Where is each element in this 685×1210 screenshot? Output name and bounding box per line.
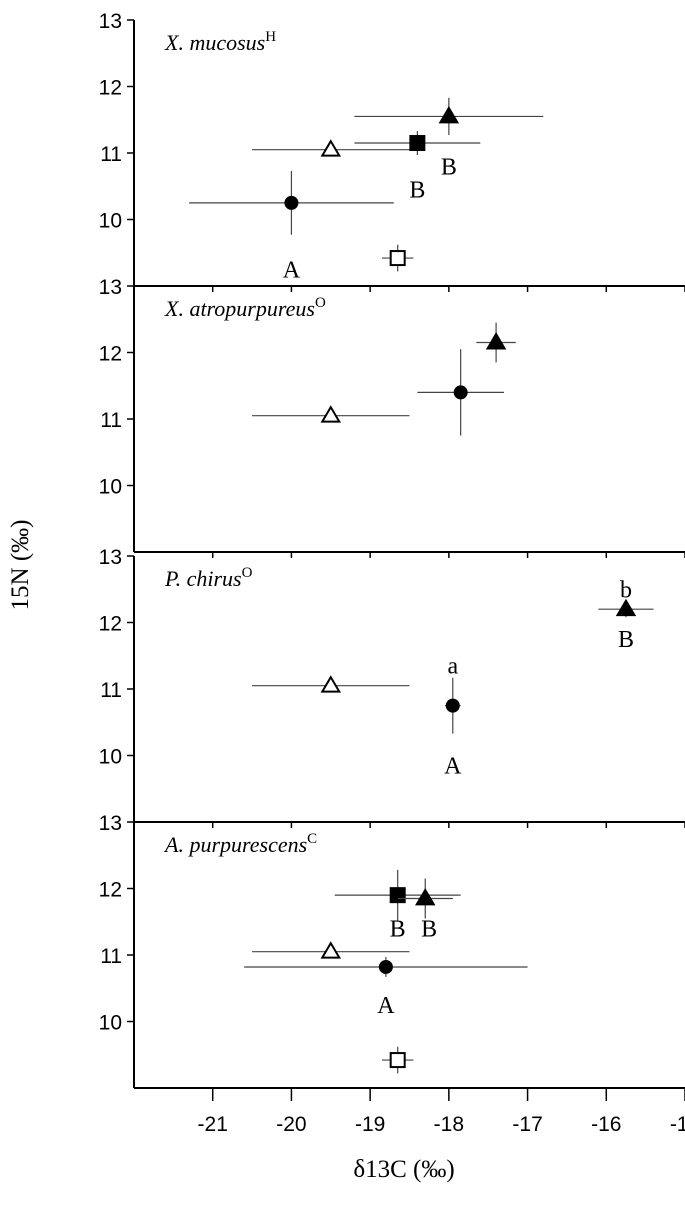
significance-label: B [421,916,437,942]
circle-marker [453,385,468,400]
square-marker [389,887,406,904]
y-tick-label: 13 [99,276,122,299]
data-point-triangle-open [252,675,410,693]
y-tick-label: 10 [99,476,122,499]
data-point-triangle-open [252,941,410,959]
panel-4: 10 11 12 13 A. purpurescensC B B A [99,812,685,1094]
data-point-triangle-filled [598,598,654,618]
circle-marker [445,698,460,713]
triangle-marker [320,675,342,693]
circle-marker [284,195,299,210]
circle-marker [378,959,393,974]
panel-title: P. chirusO [164,565,253,591]
x-tick-label: -18 [434,1113,464,1136]
panel-title: X. atropurpureusO [164,295,326,321]
triangle-marker [485,332,507,350]
panel-title: X. mucosusH [164,29,276,55]
y-tick-label: 13 [99,10,122,33]
panel-title: A. purpurescensC [163,831,317,857]
data-point-circle-filled [244,956,528,977]
data-point-square-filled [354,131,481,155]
panel-1: 10 11 12 13 X. mucosusH BB A [99,10,685,292]
data-point-square-filled [334,869,461,921]
triangle-marker [320,941,342,959]
significance-label: A [444,753,462,779]
triangle-marker [320,139,342,157]
y-tick-label: 12 [99,613,122,636]
y-axis-title: 15N (‰) [7,520,34,611]
triangle-marker [438,105,460,124]
y-tick-label: 12 [99,343,122,366]
y-tick-label: 12 [99,879,122,902]
y-tick-label: 11 [100,143,122,166]
panel-3: 10 11 12 13 P. chirusO a AbB [99,546,685,828]
significance-label: A [283,257,301,283]
triangle-marker [320,405,342,423]
data-point-triangle-filled [397,878,453,919]
data-point-circle-filled [189,170,394,235]
significance-label: a [447,654,458,680]
significance-label: B [409,178,425,204]
y-tick-label: 10 [99,210,122,233]
data-point-circle-filled [444,677,461,734]
square-marker [389,1052,406,1069]
panel-2: 10 11 12 13 X. atropurpureusO [99,276,685,558]
significance-label: B [618,627,634,653]
data-point-triangle-filled [476,322,516,363]
data-point-triangle-open [252,405,410,423]
y-tick-label: 11 [100,409,122,432]
square-marker [409,135,426,152]
significance-label: b [620,577,632,603]
x-axis: -21 -20 -19 -18 -17 -16 -15 [198,1094,685,1136]
x-tick-label: -21 [198,1113,228,1136]
triangle-marker [615,598,637,617]
y-tick-label: 12 [99,77,122,100]
y-tick-label: 10 [99,746,122,769]
square-marker [389,250,406,267]
significance-label: B [441,154,457,180]
triangle-marker [414,888,436,906]
x-tick-label: -17 [512,1113,542,1136]
y-tick-label: 13 [99,812,122,835]
x-tick-label: -20 [276,1113,306,1136]
y-tick-label: 11 [100,679,122,702]
x-tick-label: -19 [355,1113,385,1136]
significance-label: A [377,993,395,1019]
x-tick-label: -15 [670,1113,685,1136]
data-point-circle-filled [417,349,504,436]
x-axis-title: δ13C (‰) [353,1156,454,1183]
y-tick-label: 13 [99,546,122,569]
data-point-triangle-filled [354,97,544,136]
data-point-triangle-open [252,139,410,157]
significance-label: B [390,916,406,942]
y-tick-label: 10 [99,1012,122,1035]
x-tick-label: -16 [591,1113,621,1136]
data-point-square-open [381,244,414,272]
data-point-square-open [381,1046,414,1074]
y-tick-label: 11 [100,945,122,968]
